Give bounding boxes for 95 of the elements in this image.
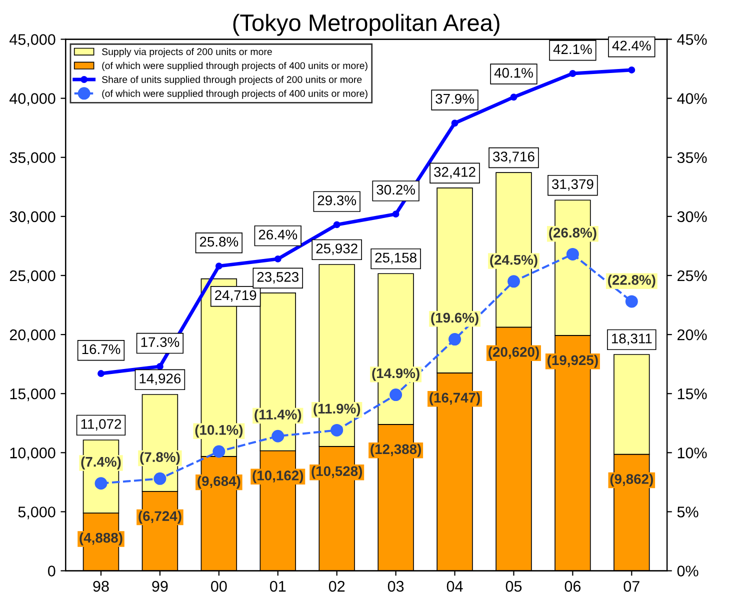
data-label: 17.3% (141, 337, 180, 348)
point (94, 477, 108, 490)
y-tick-label: 5,000 (18, 506, 56, 520)
total-label: 14,926 (140, 374, 181, 386)
x-tick-label: 07 (624, 580, 640, 592)
data-label: (9,684) (198, 476, 240, 489)
data-label: 29.3% (318, 195, 356, 206)
data-label: (9,862) (610, 474, 653, 487)
point (392, 210, 400, 218)
data-label: 37.9% (436, 94, 474, 104)
point (154, 472, 166, 485)
point (569, 70, 576, 77)
data-label: (24.5%) (490, 254, 538, 268)
data-label: (7.4%) (81, 456, 121, 470)
data-label: 42.4% (612, 40, 651, 51)
x-tick-label: 04 (446, 580, 463, 592)
total-label: 23,523 (257, 272, 299, 284)
point (156, 362, 164, 370)
y-tick-label: 10,000 (10, 448, 56, 460)
point (215, 262, 222, 270)
y2-tick-label: 25% (678, 270, 707, 282)
y-tick-label: 45,000 (10, 34, 56, 47)
point (507, 275, 520, 288)
total-label: 32,412 (434, 167, 476, 179)
y2-tick-label: 30% (677, 211, 707, 222)
y2-tick-label: 15% (678, 388, 707, 400)
x-tick-label: 00 (211, 580, 227, 592)
total-label: 31,379 (552, 179, 594, 191)
point (333, 221, 340, 228)
legend-label: Supply via projects of 200 units or more (102, 48, 272, 58)
y2-tick-label: 5% (677, 506, 698, 518)
y2-tick-label: 40% (677, 93, 707, 104)
y2-tick-label: 0% (677, 566, 698, 576)
point (330, 424, 344, 436)
data-label: 16.7% (82, 344, 120, 354)
data-label: (6,724) (138, 510, 182, 524)
y-tick-label: 35,000 (10, 152, 56, 165)
point (98, 370, 104, 377)
point (390, 388, 402, 402)
x-tick-label: 01 (270, 580, 286, 592)
data-label: 30.2% (376, 184, 415, 195)
x-tick-label: 98 (93, 580, 109, 592)
data-label: (11.4%) (254, 409, 302, 422)
data-label: (10,528) (312, 466, 362, 479)
y2-tick-label: 45% (677, 34, 707, 45)
y-tick-label: 0 (48, 566, 56, 576)
x-tick-label: 03 (388, 580, 404, 592)
data-label: (11.9%) (314, 403, 360, 416)
point (628, 66, 636, 74)
total-label: 18,311 (612, 334, 652, 346)
legend-label: Share of units supplied through projects of 200 units or more (102, 76, 362, 85)
data-label: (4,888) (80, 532, 122, 546)
legend-label: (of which were supplied through projects of 400 units or more) (102, 62, 368, 71)
data-label: (10,162) (252, 470, 304, 484)
data-label: 25.8% (200, 236, 238, 247)
y-tick-label: 25,000 (10, 270, 56, 283)
y2-tick-label: 20% (678, 329, 707, 340)
total-label: 24,719 (215, 290, 256, 302)
data-label: 26.4% (258, 230, 298, 240)
point (510, 94, 518, 101)
data-label: 42.1% (553, 44, 592, 54)
total-label: 25,932 (316, 244, 358, 256)
data-label: (19.6%) (431, 312, 478, 326)
chart-title: (Tokyo Metropolitan Area) (233, 14, 500, 36)
x-tick-label: 02 (328, 580, 345, 592)
point (272, 430, 284, 442)
legend-label: (of which were supplied through projects of 400 units or more) (102, 90, 368, 99)
point (566, 248, 579, 260)
y2-tick-label: 10% (678, 448, 707, 458)
y-tick-label: 15,000 (10, 388, 56, 402)
data-label: (14.9%) (372, 368, 420, 381)
total-label: 11,072 (81, 419, 122, 431)
data-label: (20,620) (488, 346, 539, 360)
point (274, 255, 282, 262)
data-label: (16,747) (430, 392, 480, 406)
y2-tick-label: 35% (677, 152, 707, 164)
total-label: 25,158 (375, 252, 416, 264)
point (448, 333, 462, 346)
x-tick-label: 05 (506, 580, 522, 592)
x-tick-label: 99 (152, 580, 168, 592)
data-label: (7.8%) (140, 452, 180, 465)
data-label: (19,925) (548, 354, 598, 368)
total-label: 33,716 (493, 152, 534, 164)
data-label: (22.8%) (608, 274, 656, 288)
y-tick-label: 30,000 (10, 211, 56, 224)
y-tick-label: 40,000 (10, 93, 56, 106)
data-label: (10.1%) (195, 424, 243, 438)
data-label: (12,388) (370, 444, 421, 457)
data-label: 40.1% (494, 68, 533, 78)
y-tick-label: 20,000 (10, 329, 56, 342)
point (625, 295, 638, 308)
point (212, 445, 226, 458)
x-tick-label: 06 (564, 580, 581, 592)
point (451, 120, 458, 127)
data-label: (26.8%) (549, 227, 596, 240)
